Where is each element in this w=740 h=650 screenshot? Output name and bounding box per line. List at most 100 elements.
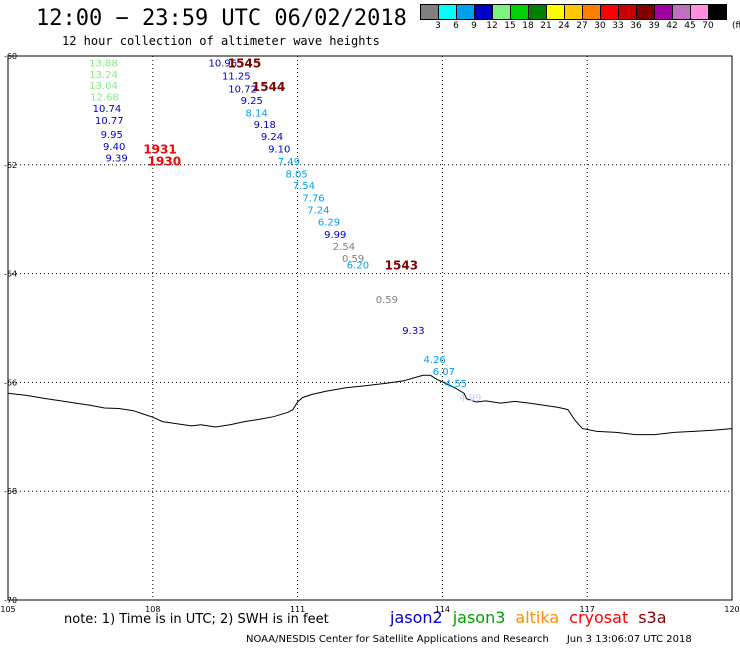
wave-height-value: 7.54 <box>293 181 315 192</box>
legend-label: 15 <box>504 21 516 31</box>
legend-label: 9 <box>471 21 477 31</box>
wave-height-value: 4.99 <box>459 393 481 404</box>
legend-label: 45 <box>684 21 696 31</box>
satellite-cryosat: cryosat <box>569 608 629 627</box>
wave-height-value: 12.68 <box>90 92 119 103</box>
wave-height-value: 7.49 <box>278 157 300 168</box>
legend-label: 27 <box>576 21 588 31</box>
satellite-legend: jason2 jason3 altika cryosat s3a <box>390 608 677 627</box>
legend-swatch <box>673 5 691 19</box>
pass-time-label: 1543 <box>385 258 418 272</box>
legend-swatch <box>565 5 583 19</box>
legend-label: 12 <box>486 21 498 31</box>
wave-height-value: 7.76 <box>302 193 324 204</box>
legend-swatch <box>637 5 655 19</box>
antarctic-coastline <box>7 374 733 436</box>
wave-height-value: 13.04 <box>89 81 118 92</box>
wave-height-value: 9.25 <box>241 96 263 107</box>
pass-time-label: 1930 <box>148 154 181 168</box>
legend-label: 30 <box>594 21 606 31</box>
wave-height-value: 4.55 <box>445 379 467 390</box>
legend-label: 3 <box>435 21 441 31</box>
longitude-tick-label: 114 <box>435 605 450 614</box>
legend-label: 33 <box>612 21 624 31</box>
wave-height-value: 8.14 <box>245 109 267 120</box>
legend-label: 39 <box>648 21 660 31</box>
wave-height-value: 9.99 <box>324 230 346 241</box>
wave-height-value: 6.29 <box>318 217 340 228</box>
legend-label: 70 <box>702 21 714 31</box>
latitude-tick-label: -68 <box>4 487 17 496</box>
legend-swatch <box>439 5 457 19</box>
longitude-tick-label: 111 <box>290 605 305 614</box>
legend-swatch <box>547 5 565 19</box>
legend-swatch <box>493 5 511 19</box>
satellite-s3a: s3a <box>638 608 667 627</box>
wave-height-value: 9.95 <box>101 130 123 141</box>
latitude-tick-label: -62 <box>4 161 17 170</box>
map-frame <box>7 55 733 601</box>
credit-text: NOAA/NESDIS Center for Satellite Applica… <box>246 634 549 645</box>
satellite-jason2: jason2 <box>390 608 443 627</box>
satellite-altika: altika <box>515 608 560 627</box>
legend-swatch <box>475 5 493 19</box>
legend-swatch <box>691 5 709 19</box>
wave-height-value: 9.24 <box>261 132 283 143</box>
legend-swatch <box>709 5 726 19</box>
wave-height-value: 10.74 <box>93 104 122 115</box>
legend-swatch <box>619 5 637 19</box>
legend-label: 42 <box>666 21 678 31</box>
legend-swatch <box>421 5 439 19</box>
wave-height-value: 10.72 <box>228 85 257 96</box>
legend-swatch <box>583 5 601 19</box>
wave-height-value: 11.25 <box>222 72 251 83</box>
wave-height-value: 7.24 <box>307 205 329 216</box>
latitude-tick-label: -66 <box>4 378 17 387</box>
wave-height-value: 8.05 <box>286 170 308 181</box>
legend-label: 24 <box>558 21 570 31</box>
latitude-tick-label: -64 <box>4 270 17 279</box>
wave-height-value: 0.59 <box>376 295 398 306</box>
latitude-tick-label: -70 <box>4 596 17 605</box>
legend-label: 18 <box>522 21 534 31</box>
wave-height-value: 0.59 <box>342 254 364 265</box>
pass-time-label: 1544 <box>252 80 285 94</box>
legend-swatch <box>655 5 673 19</box>
legend-color-bar <box>420 4 727 20</box>
legend-swatch <box>529 5 547 19</box>
longitude-tick-label: 105 <box>0 605 15 614</box>
wave-height-value: 13.24 <box>89 70 118 81</box>
legend-swatch <box>601 5 619 19</box>
legend-swatch <box>511 5 529 19</box>
satellite-jason3: jason3 <box>452 608 506 627</box>
wave-height-value: 9.40 <box>103 142 125 153</box>
footer-note: note: 1) Time is in UTC; 2) SWH is in fe… <box>64 612 329 627</box>
wave-height-value: 6.20 <box>347 260 369 271</box>
generated-timestamp: Jun 3 13:06:07 UTC 2018 <box>566 634 692 645</box>
wave-height-value: 9.33 <box>402 326 424 337</box>
wave-height-value: 9.18 <box>254 120 276 131</box>
wave-height-value: 9.10 <box>268 144 290 155</box>
legend-label: 21 <box>540 21 552 31</box>
wave-height-value: 9.39 <box>105 154 127 165</box>
legend-unit: (ft) <box>732 21 740 31</box>
wave-height-value: 4.26 <box>424 355 446 366</box>
legend-label: 36 <box>630 21 642 31</box>
longitude-tick-label: 117 <box>580 605 595 614</box>
pass-time-label: 1545 <box>228 57 261 71</box>
map-subtitle: 12 hour collection of altimeter wave hei… <box>62 34 380 48</box>
wave-height-value: 10.77 <box>95 116 124 127</box>
pass-time-label: 1931 <box>143 142 176 156</box>
map-title: 12:00 − 23:59 UTC 06/02/2018 <box>36 6 407 31</box>
longitude-tick-label: 108 <box>145 605 160 614</box>
wave-height-value: 10.96 <box>208 59 237 70</box>
legend-label: 6 <box>453 21 459 31</box>
credit-line: NOAA/NESDIS Center for Satellite Applica… <box>246 634 692 645</box>
longitude-tick-label: 120 <box>724 605 739 614</box>
wave-height-value: 2.54 <box>333 242 355 253</box>
wave-height-value: 6.07 <box>433 367 455 378</box>
latitude-tick-label: -60 <box>4 52 17 61</box>
wave-height-value: 13.88 <box>89 59 118 70</box>
